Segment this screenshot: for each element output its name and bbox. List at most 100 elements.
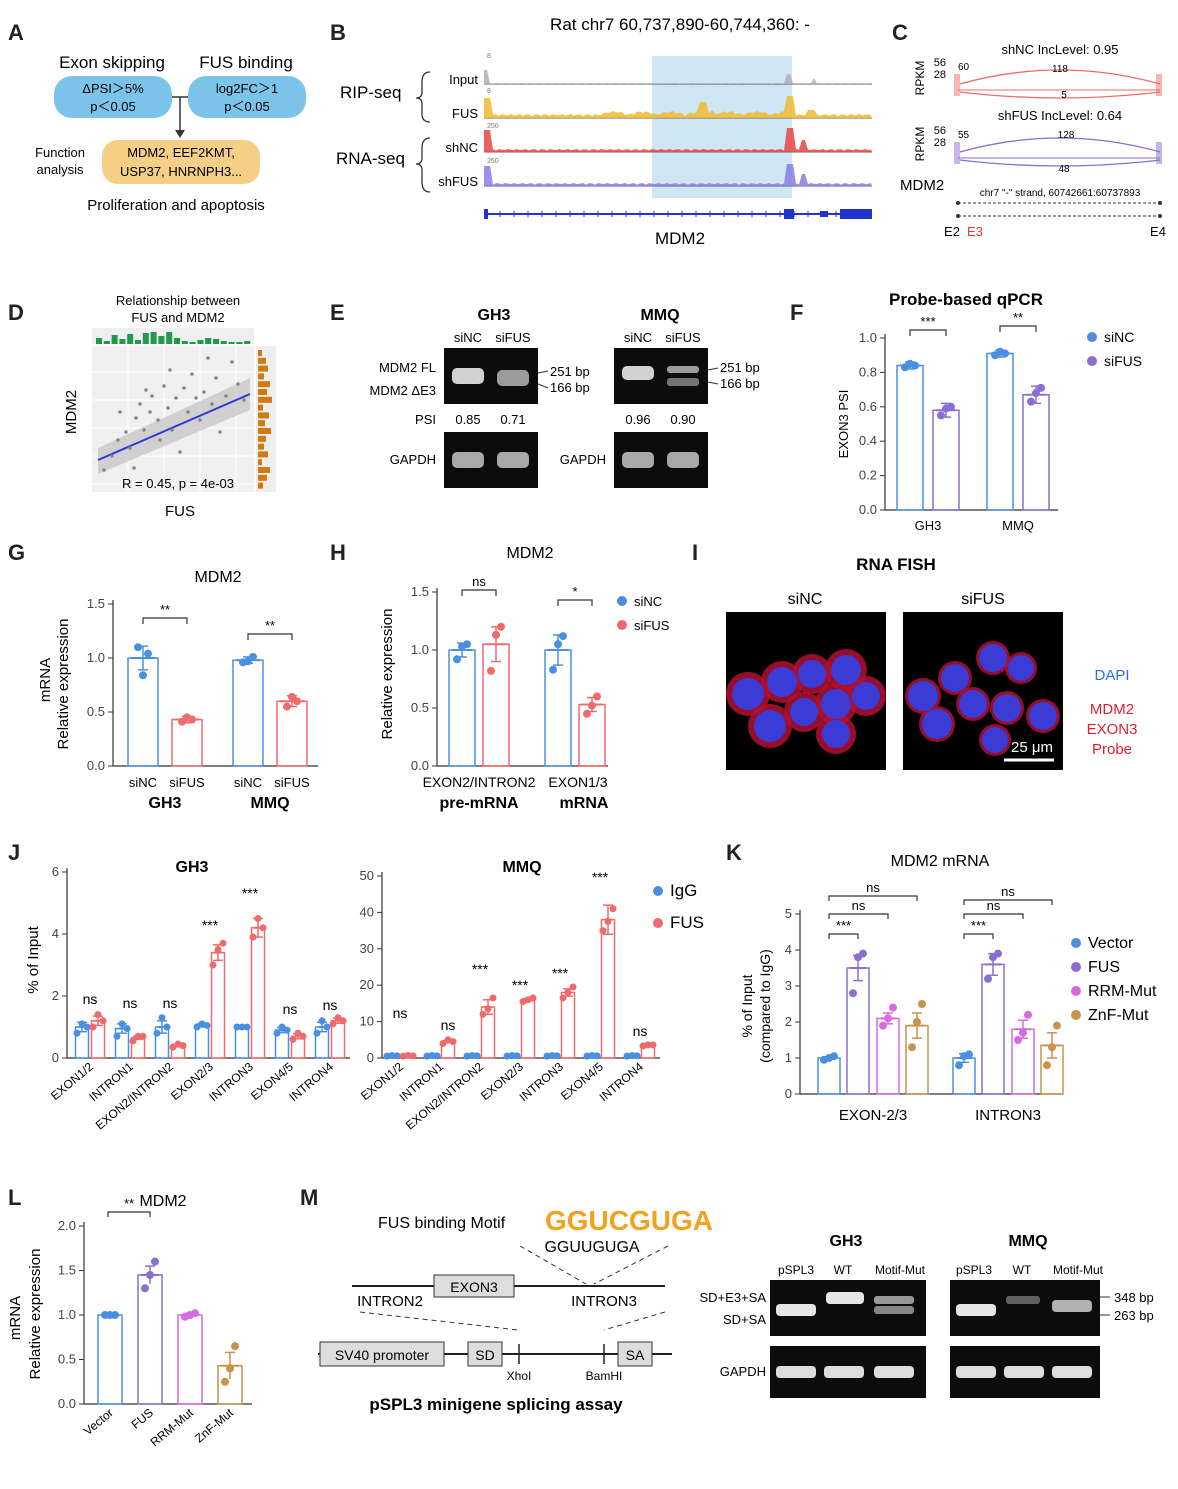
legend-marker <box>1071 938 1081 948</box>
hist-bar <box>258 381 270 388</box>
bar <box>817 1057 841 1095</box>
g-ylabel: Relative expression <box>55 619 72 750</box>
data-point <box>146 1270 154 1279</box>
a-box-right-l1: log2FC＞1 <box>216 81 278 96</box>
bar <box>544 649 572 767</box>
d-ylabel: MDM2 <box>63 390 80 434</box>
m-exon3: EXON3 <box>450 1279 498 1295</box>
c-bot-title: shFUS IncLevel: 0.64 <box>998 108 1122 123</box>
data-point <box>497 622 505 631</box>
hist-bar <box>119 339 126 344</box>
hist-bar <box>197 340 204 344</box>
e-lane-3: siNC <box>624 330 652 345</box>
data-point <box>879 1021 887 1030</box>
legend-label: FUS <box>1088 959 1120 976</box>
data-point <box>449 1038 457 1046</box>
data-point <box>209 961 217 969</box>
data-point <box>463 640 471 649</box>
hist-bar <box>258 459 262 466</box>
data-point <box>273 1029 281 1037</box>
i-cells-sinc <box>726 649 886 754</box>
l-ylabel2: mRNA <box>7 1296 24 1340</box>
m-lane-1: pSPL3 <box>778 1263 814 1277</box>
data-point <box>249 652 257 661</box>
f-ylabel: EXON3 PSI <box>836 390 851 459</box>
a-genes-l1: MDM2, EEF2KMT, <box>127 145 235 160</box>
m-lane-5: WT <box>1013 1263 1032 1277</box>
x-category: INTRON4 <box>597 1059 647 1104</box>
data-point <box>918 1000 926 1008</box>
hist-bar <box>228 342 235 344</box>
cell-nucleus <box>798 660 826 688</box>
data-point <box>94 1011 102 1019</box>
data-point <box>1048 1043 1056 1052</box>
i-scale: 25 μm <box>1011 739 1053 756</box>
k-title: MDM2 mRNA <box>891 853 990 870</box>
m-bp-upper: 348 bp <box>1114 1290 1154 1305</box>
significance-label: ns <box>987 898 1001 913</box>
a-box-genes <box>102 140 260 184</box>
k-ylabel2: (compared to IgG) <box>757 949 773 1063</box>
scatter-point <box>170 428 174 432</box>
scatter-point <box>118 410 122 414</box>
i-cells-sifus <box>905 641 1060 756</box>
data-point <box>588 1051 596 1059</box>
data-point <box>937 411 945 420</box>
bar <box>234 1026 250 1059</box>
cell-nucleus <box>941 664 969 692</box>
y-tick-label: 0.0 <box>411 758 429 773</box>
significance-bracket <box>828 895 918 901</box>
y-tick-label: 1.0 <box>859 330 877 345</box>
y-tick-label: 2.0 <box>58 1218 76 1233</box>
legend-marker <box>653 918 663 928</box>
m-xhoi: XhoI <box>507 1369 532 1383</box>
y-tick-label: 2 <box>52 988 59 1003</box>
bar <box>276 700 308 767</box>
e-gapdh-label2: GAPDH <box>560 452 606 467</box>
c-exon-e3: E3 <box>967 224 983 239</box>
cell-nucleus <box>922 709 952 739</box>
e-bp1-mmq: 251 bp <box>720 360 760 375</box>
y-tick-label: 10 <box>360 1014 374 1029</box>
y-tick-label: 0 <box>785 1086 792 1101</box>
bar <box>232 659 264 767</box>
significance-label: ns <box>283 1001 298 1017</box>
hist-bar <box>220 341 227 344</box>
c-bot-tick2: 28 <box>934 137 946 149</box>
data-point <box>144 649 152 658</box>
scatter-point <box>166 406 170 410</box>
data-point <box>484 1005 492 1013</box>
legend-label: siNC <box>1104 329 1134 345</box>
cell-nucleus <box>767 667 797 697</box>
hist-bar <box>213 339 219 344</box>
significance-bracket <box>828 913 889 919</box>
data-point <box>889 1003 897 1012</box>
data-point <box>113 1032 121 1040</box>
c-top-title: shNC IncLevel: 0.95 <box>1001 42 1118 57</box>
bar <box>177 1314 203 1405</box>
y-tick-label: 0.0 <box>58 1396 76 1411</box>
a-box-left <box>54 76 172 118</box>
data-point <box>73 1029 81 1037</box>
m-bamhi: BamHI <box>586 1369 623 1383</box>
data-point <box>151 1257 159 1266</box>
hist-bar <box>127 334 134 344</box>
scatter-point <box>156 418 160 422</box>
significance-label: ns <box>852 898 866 913</box>
scatter-point <box>134 416 138 420</box>
data-point <box>283 1026 291 1034</box>
e-psi-4: 0.90 <box>670 412 695 427</box>
y-tick-label: 5 <box>785 906 792 921</box>
e-psi-3: 0.96 <box>625 412 650 427</box>
data-point <box>163 1023 171 1031</box>
data-point <box>179 1042 187 1050</box>
e-bp2-mmq: 166 bp <box>720 376 760 391</box>
legend-marker <box>1071 986 1081 996</box>
a-footer: Proliferation and apoptosis <box>87 197 265 214</box>
significance-bracket <box>557 599 593 606</box>
data-point <box>628 1051 636 1059</box>
x-category: GH3 <box>915 518 942 533</box>
x-category: EXON2/INTRON2 <box>423 774 536 790</box>
